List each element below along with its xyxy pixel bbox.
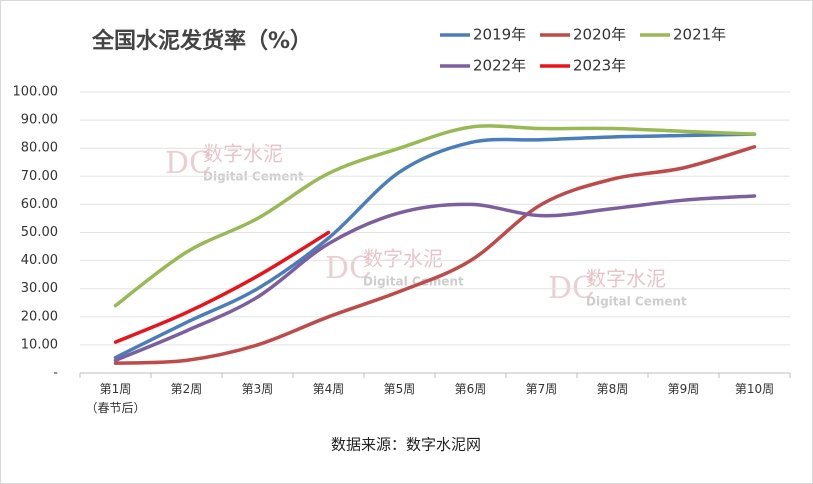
y-tick-label: 80.00 bbox=[21, 141, 58, 156]
legend-label: 2020年 bbox=[573, 26, 626, 44]
series-line bbox=[113, 124, 757, 308]
x-tick-label: 第7周 bbox=[525, 382, 558, 396]
y-tick-label: 60.00 bbox=[21, 197, 58, 212]
watermark-name: 数字水泥 bbox=[363, 247, 443, 271]
y-tick-label: - bbox=[53, 366, 58, 381]
series-line bbox=[113, 145, 757, 365]
watermark-english: Digital Cement bbox=[586, 295, 687, 309]
x-tick-label: 第9周 bbox=[667, 382, 700, 396]
legend-label: 2023年 bbox=[573, 57, 626, 75]
legend-label: 2021年 bbox=[673, 26, 726, 44]
watermark-name: 数字水泥 bbox=[203, 142, 283, 166]
y-tick-label: 70.00 bbox=[21, 169, 58, 184]
x-tick-label: 第5周 bbox=[383, 382, 416, 396]
x-tick-label: 第1周 （春节后） bbox=[85, 382, 146, 415]
y-tick-label: 40.00 bbox=[21, 253, 58, 268]
x-tick-label: 第8周 bbox=[596, 382, 629, 396]
y-tick-label: 100.00 bbox=[13, 85, 59, 100]
y-tick-label: 50.00 bbox=[21, 225, 58, 240]
source-note: 数据来源：数字水泥网 bbox=[331, 436, 481, 454]
y-tick-label: 90.00 bbox=[21, 113, 58, 128]
x-tick-label: 第3周 bbox=[241, 382, 274, 396]
legend-label: 2019年 bbox=[473, 26, 526, 44]
x-tick-label: 第6周 bbox=[454, 382, 487, 396]
series-line bbox=[113, 132, 757, 360]
chart-title: 全国水泥发货率（%） bbox=[91, 28, 312, 54]
y-tick-label: 30.00 bbox=[21, 281, 58, 296]
series-line bbox=[113, 194, 757, 363]
legend-label: 2022年 bbox=[473, 57, 526, 75]
x-tick-label: 第4周 bbox=[312, 382, 345, 396]
watermark-logo: DC bbox=[325, 251, 372, 286]
series-line bbox=[113, 230, 331, 344]
watermark-logo: DC bbox=[165, 146, 212, 181]
watermark-name: 数字水泥 bbox=[586, 267, 666, 291]
x-tick-label: 第2周 bbox=[170, 382, 203, 396]
x-tick-label: 第10周 bbox=[734, 382, 775, 396]
y-tick-label: 10.00 bbox=[21, 337, 58, 352]
y-tick-label: 20.00 bbox=[21, 309, 58, 324]
